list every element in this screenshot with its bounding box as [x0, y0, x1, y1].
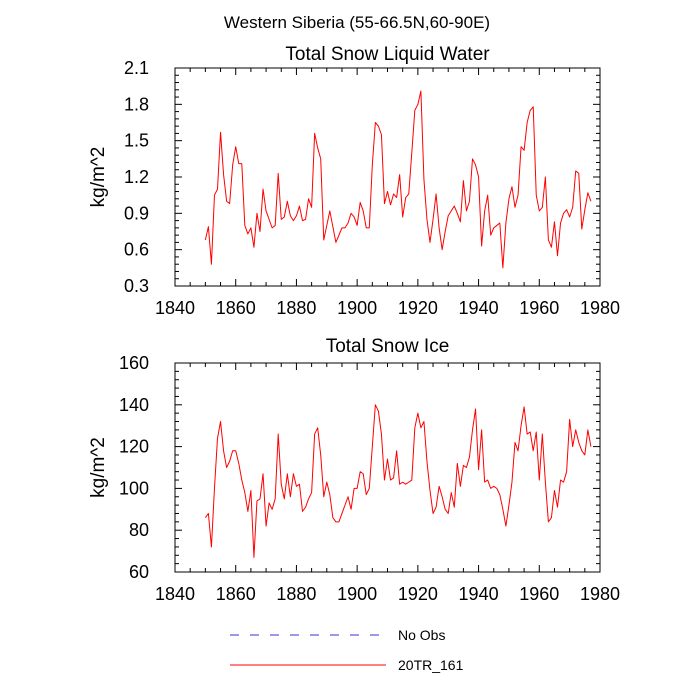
y-tick-label: 160 [119, 353, 149, 373]
legend-label-20tr-161: 20TR_161 [398, 657, 464, 673]
x-tick-label: 1980 [580, 584, 620, 604]
chart-title: Total Snow Ice [326, 336, 450, 357]
x-tick-label: 1880 [276, 584, 316, 604]
y-axis-label: kg/m^2 [88, 147, 109, 208]
y-tick-label: 0.3 [124, 276, 149, 296]
x-tick-label: 1840 [155, 298, 195, 318]
y-tick-label: 100 [119, 478, 149, 498]
x-tick-label: 1840 [155, 584, 195, 604]
y-tick-label: 2.1 [124, 58, 149, 78]
x-tick-label: 1860 [216, 584, 256, 604]
y-tick-label: 140 [119, 395, 149, 415]
x-tick-label: 1980 [580, 298, 620, 318]
x-tick-label: 1880 [276, 298, 316, 318]
plot-frame [174, 67, 601, 287]
y-tick-label: 0.6 [124, 240, 149, 260]
y-tick-label: 80 [129, 520, 149, 540]
legend-label-no-obs: No Obs [398, 627, 445, 643]
x-tick-label: 1960 [519, 584, 559, 604]
y-tick-label: 1.8 [124, 94, 149, 114]
x-tick-label: 1920 [398, 584, 438, 604]
series-line-20tr-161 [204, 404, 592, 558]
y-tick-label: 60 [129, 562, 149, 582]
x-tick-label: 1900 [337, 584, 377, 604]
y-tick-label: 1.2 [124, 167, 149, 187]
snow-ice-panel: Total Snow Ice 1840 1860 1880 1900 1920 1940 19… [88, 336, 620, 604]
x-tick-label: 1940 [459, 584, 499, 604]
plot-frame [174, 362, 601, 573]
x-tick-label: 1900 [337, 298, 377, 318]
y-tick-label: 1.5 [124, 131, 149, 151]
y-tick-label: 120 [119, 437, 149, 457]
x-tick-label: 1960 [519, 298, 559, 318]
series-line-20tr-161 [204, 90, 592, 269]
y-axis-label: kg/m^2 [88, 437, 109, 498]
figure-suptitle: Western Siberia (55-66.5N,60-90E) [224, 13, 490, 32]
y-tick-label: 0.9 [124, 203, 149, 223]
legend: No Obs 20TR_161 [230, 627, 464, 673]
x-tick-label: 1940 [459, 298, 499, 318]
chart-title: Total Snow Liquid Water [285, 44, 490, 65]
snow-liquid-water-panel: Total Snow Liquid Water 1840 1860 1880 1900 1… [88, 44, 620, 318]
x-tick-label: 1920 [398, 298, 438, 318]
x-tick-label: 1860 [216, 298, 256, 318]
